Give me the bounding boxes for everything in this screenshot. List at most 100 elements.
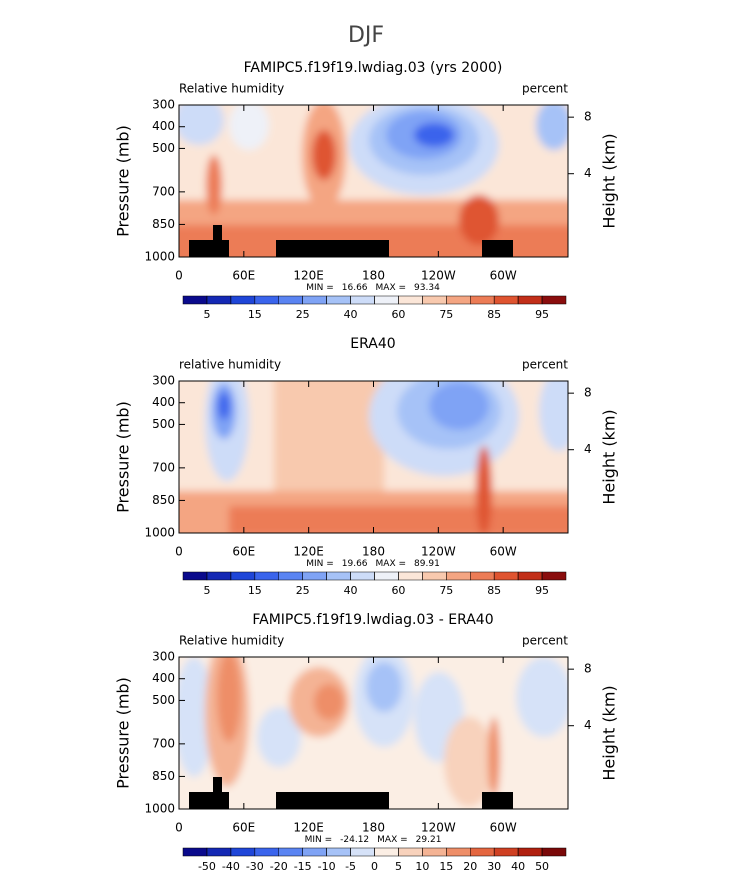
x-tick-label: 60W bbox=[490, 269, 517, 283]
y-tick-label: 300 bbox=[152, 98, 175, 112]
stat-max-label: MAX = bbox=[376, 283, 407, 293]
x-tick-label: 180 bbox=[362, 821, 385, 835]
x-tick-label: 60E bbox=[232, 545, 255, 559]
y-tick-label: 400 bbox=[152, 119, 175, 133]
colorbar-box bbox=[422, 571, 447, 581]
colorbar-label: -20 bbox=[270, 860, 288, 873]
colorbar-label: -5 bbox=[345, 860, 356, 873]
colorbar-box bbox=[326, 847, 351, 857]
colorbar-label: 40 bbox=[511, 860, 525, 873]
y-tick-label: 300 bbox=[152, 650, 175, 664]
stat-max-label: MAX = bbox=[377, 835, 408, 845]
colorbar-label: 5 bbox=[395, 860, 402, 873]
stat-min-label: MIN = bbox=[305, 835, 333, 845]
y-axis-label: Pressure (mb) bbox=[114, 677, 133, 789]
colorbar-label: 30 bbox=[487, 860, 501, 873]
colorbar-label: 95 bbox=[535, 308, 549, 321]
colorbar-box bbox=[254, 571, 279, 581]
colorbar-box bbox=[493, 295, 519, 305]
stat-min: 19.66 bbox=[342, 559, 368, 569]
colorbar-label: -40 bbox=[222, 860, 240, 873]
colorbar-box bbox=[302, 295, 327, 305]
x-tick-label: 60W bbox=[490, 821, 517, 835]
panel-title: ERA40 bbox=[350, 336, 395, 352]
stat-min: 16.66 bbox=[342, 283, 368, 293]
y2-tick-label: 8 bbox=[584, 110, 592, 124]
colorbar-box bbox=[541, 295, 567, 305]
colorbar-box bbox=[493, 571, 519, 581]
x-tick-label: 120E bbox=[293, 821, 324, 835]
colorbar-label: 15 bbox=[439, 860, 453, 873]
y-tick-label: 850 bbox=[152, 769, 175, 783]
y2-tick-label: 4 bbox=[584, 442, 592, 456]
colorbar-label: 5 bbox=[203, 308, 210, 321]
y-tick-label: 700 bbox=[152, 736, 175, 750]
x-tick-label: 120W bbox=[421, 821, 456, 835]
colorbar-label: 85 bbox=[487, 308, 501, 321]
colorbar-label: 75 bbox=[439, 308, 453, 321]
units-label: percent bbox=[522, 358, 568, 372]
colorbar-box bbox=[470, 847, 495, 857]
colorbar-box bbox=[182, 295, 208, 305]
y-tick-label: 850 bbox=[152, 493, 175, 507]
colorbar-box bbox=[398, 571, 423, 581]
colorbar-box bbox=[446, 847, 471, 857]
colorbar-box bbox=[230, 847, 256, 857]
x-tick-label: 60E bbox=[232, 269, 255, 283]
panel-title: FAMIPC5.f19f19.lwdiag.03 - ERA40 bbox=[252, 612, 493, 628]
colorbar-box bbox=[446, 571, 471, 581]
y-tick-label: 500 bbox=[152, 141, 175, 155]
colorbar-box bbox=[278, 295, 303, 305]
y-axis-label: Pressure (mb) bbox=[114, 401, 133, 513]
colorbar-box bbox=[278, 847, 303, 857]
y2-axis-label: Height (km) bbox=[600, 685, 619, 780]
colorbar-box bbox=[422, 847, 447, 857]
y-tick-label: 400 bbox=[152, 671, 175, 685]
stat-min: -24.12 bbox=[340, 835, 369, 845]
y2-axis-label: Height (km) bbox=[600, 409, 619, 504]
colorbar-box bbox=[326, 571, 351, 581]
units-label: percent bbox=[522, 82, 568, 96]
x-tick-label: 0 bbox=[175, 545, 183, 559]
colorbar-box bbox=[206, 295, 232, 305]
colorbar-box bbox=[398, 295, 423, 305]
colorbar-box bbox=[350, 571, 375, 581]
colorbar-box bbox=[206, 847, 232, 857]
contour-field bbox=[179, 657, 568, 809]
x-tick-label: 120E bbox=[293, 545, 324, 559]
colorbar-label: 10 bbox=[415, 860, 429, 873]
colorbar-box bbox=[374, 571, 399, 581]
x-tick-label: 180 bbox=[362, 269, 385, 283]
colorbar-box bbox=[517, 571, 543, 581]
y2-tick-label: 4 bbox=[584, 166, 592, 180]
field-label: relative humidity bbox=[179, 358, 281, 372]
colorbar-box bbox=[230, 571, 256, 581]
y-tick-label: 500 bbox=[152, 417, 175, 431]
min-max: MIN = 16.66 MAX = 93.34 bbox=[306, 283, 440, 293]
stat-min-label: MIN = bbox=[306, 283, 334, 293]
colorbar-box bbox=[398, 847, 423, 857]
min-max: MIN = 19.66 MAX = 89.91 bbox=[306, 559, 440, 569]
x-tick-label: 0 bbox=[175, 269, 183, 283]
colorbar-label: 60 bbox=[391, 308, 405, 321]
colorbar-label: 25 bbox=[296, 584, 310, 597]
x-tick-label: 120W bbox=[421, 545, 456, 559]
y-axis-label: Pressure (mb) bbox=[114, 125, 133, 237]
colorbar-box bbox=[278, 571, 303, 581]
x-tick-label: 120W bbox=[421, 269, 456, 283]
x-tick-label: 60E bbox=[232, 821, 255, 835]
colorbar-label: 60 bbox=[391, 584, 405, 597]
field-label: Relative humidity bbox=[179, 634, 284, 648]
colorbar-label: 75 bbox=[439, 584, 453, 597]
x-tick-label: 60W bbox=[490, 545, 517, 559]
panel-title: FAMIPC5.f19f19.lwdiag.03 (yrs 2000) bbox=[244, 60, 503, 76]
colorbar-label: 95 bbox=[535, 584, 549, 597]
colorbar-box bbox=[470, 295, 495, 305]
y-tick-label: 700 bbox=[152, 460, 175, 474]
colorbar-label: 5 bbox=[203, 584, 210, 597]
y2-tick-label: 8 bbox=[584, 662, 592, 676]
colorbar-label: 40 bbox=[344, 584, 358, 597]
colorbar-box bbox=[517, 847, 543, 857]
colorbar-box bbox=[374, 295, 399, 305]
